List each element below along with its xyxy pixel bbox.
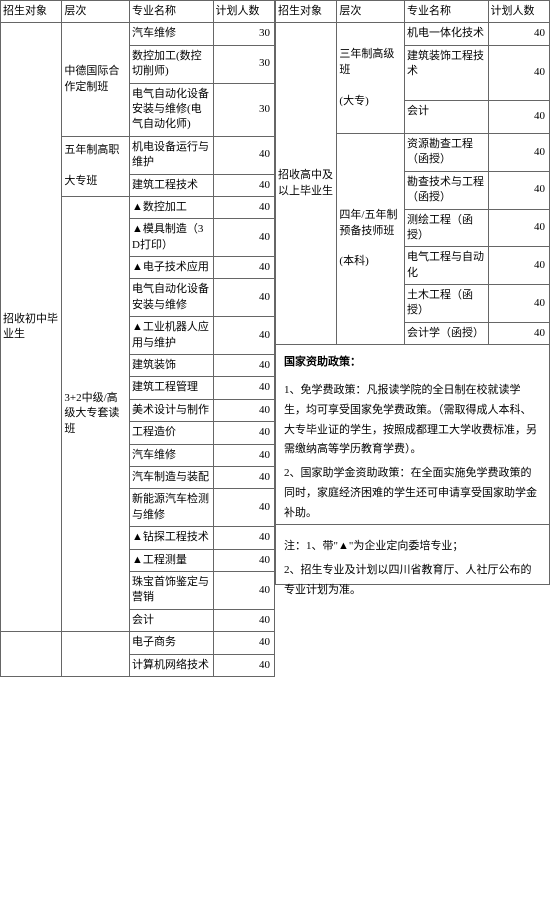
policy-p2: 2、国家助学金资助政策：在全面实施免学费政策的同时，家庭经济困难的学生还可申请享… xyxy=(284,464,541,523)
major-cell: ▲工业机器人应用与维护 xyxy=(130,317,214,355)
major-cell: 资源勘查工程（函授） xyxy=(405,133,489,171)
plan-cell: 40 xyxy=(488,100,549,133)
major-cell: 机电设备运行与维护 xyxy=(130,136,214,174)
plan-cell: 40 xyxy=(213,355,274,377)
major-cell: 勘查技术与工程（函授） xyxy=(405,171,489,209)
major-cell: ▲数控加工 xyxy=(130,196,214,218)
major-cell: 计算机网络技术 xyxy=(130,654,214,676)
major-cell: 工程造价 xyxy=(130,422,214,444)
plan-cell: 30 xyxy=(213,23,274,45)
plan-cell: 40 xyxy=(213,549,274,571)
major-cell: ▲钻探工程技术 xyxy=(130,527,214,549)
plan-cell: 40 xyxy=(488,247,549,285)
major-cell: 汽车维修 xyxy=(130,23,214,45)
hdr-major: 专业名称 xyxy=(405,1,489,23)
note-1: 注：1、带"▲"为企业定向委培专业； xyxy=(284,537,541,557)
right-table: 招生对象 层次 专业名称 计划人数 招收高中及以上毕业生 三年制高级班 (大专)… xyxy=(275,0,550,345)
hdr-plan: 计划人数 xyxy=(488,1,549,23)
header-row: 招生对象 层次 专业名称 计划人数 xyxy=(276,1,550,23)
major-cell: 电气工程与自动化 xyxy=(405,247,489,285)
major-cell: 建筑装饰工程技术 xyxy=(405,45,489,100)
level-cell: 五年制高职 大专班 xyxy=(62,136,130,196)
plan-cell: 40 xyxy=(213,444,274,466)
plan-cell: 40 xyxy=(213,174,274,196)
hdr-target: 招生对象 xyxy=(276,1,337,23)
target-cell: 招收高中及以上毕业生 xyxy=(276,23,337,345)
hdr-level: 层次 xyxy=(337,1,405,23)
note-2: 2、招生专业及计划以四川省教育厅、人社厅公布的专业计划为准。 xyxy=(284,561,541,601)
hdr-major: 专业名称 xyxy=(130,1,214,23)
plan-cell: 40 xyxy=(488,133,549,171)
major-cell: 数控加工(数控切削师) xyxy=(130,45,214,83)
hdr-plan: 计划人数 xyxy=(213,1,274,23)
target-cell: 招收初中毕业生 xyxy=(1,23,62,632)
plan-cell: 40 xyxy=(213,489,274,527)
major-cell: ▲工程测量 xyxy=(130,549,214,571)
plan-cell: 40 xyxy=(488,209,549,247)
level-cell-empty xyxy=(62,632,130,677)
plan-cell: 40 xyxy=(213,317,274,355)
plan-cell: 40 xyxy=(213,219,274,257)
policy-block: 国家资助政策： 1、免学费政策：凡报读学院的全日制在校就读学生，均可享受国家免学… xyxy=(275,345,550,525)
major-cell: 测绘工程（函授） xyxy=(405,209,489,247)
plan-cell: 30 xyxy=(213,45,274,83)
hdr-level: 层次 xyxy=(62,1,130,23)
plan-cell: 40 xyxy=(213,632,274,654)
plan-cell: 40 xyxy=(488,285,549,323)
right-column: 招生对象 层次 专业名称 计划人数 招收高中及以上毕业生 三年制高级班 (大专)… xyxy=(275,0,550,677)
target-cell-empty xyxy=(1,632,62,677)
table-row: 电子商务 40 xyxy=(1,632,275,654)
plan-cell: 40 xyxy=(213,654,274,676)
policy-p1: 1、免学费政策：凡报读学院的全日制在校就读学生，均可享受国家免学费政策。（需取得… xyxy=(284,381,541,460)
plan-cell: 40 xyxy=(488,45,549,100)
major-cell: 土木工程（函授） xyxy=(405,285,489,323)
plan-cell: 40 xyxy=(213,422,274,444)
level-cell: 四年/五年制预备技师班 (本科) xyxy=(337,133,405,344)
major-cell: 建筑工程技术 xyxy=(130,174,214,196)
level-cell: 中德国际合作定制班 xyxy=(62,23,130,136)
level-cell: 三年制高级班 (大专) xyxy=(337,23,405,134)
plan-cell: 40 xyxy=(213,279,274,317)
plan-cell: 40 xyxy=(488,171,549,209)
major-cell: 电子商务 xyxy=(130,632,214,654)
level-cell: 3+2中级/高级大专套读班 xyxy=(62,196,130,631)
major-cell: 新能源汽车检测与维修 xyxy=(130,489,214,527)
table-row: 招收初中毕业生 中德国际合作定制班 汽车维修 30 xyxy=(1,23,275,45)
major-cell: 会计 xyxy=(405,100,489,133)
plan-cell: 40 xyxy=(488,23,549,45)
major-cell: ▲模具制造（3D打印） xyxy=(130,219,214,257)
plan-cell: 40 xyxy=(213,399,274,421)
notes-block: 注：1、带"▲"为企业定向委培专业； 2、招生专业及计划以四川省教育厅、人社厅公… xyxy=(275,525,550,585)
plan-cell: 40 xyxy=(213,196,274,218)
plan-cell: 30 xyxy=(213,83,274,136)
left-table: 招生对象 层次 专业名称 计划人数 招收初中毕业生 中德国际合作定制班 汽车维修… xyxy=(0,0,275,677)
major-cell: 电气自动化设备安装与维修 xyxy=(130,279,214,317)
plan-cell: 40 xyxy=(213,377,274,399)
header-row: 招生对象 层次 专业名称 计划人数 xyxy=(1,1,275,23)
plan-cell: 40 xyxy=(213,257,274,279)
major-cell: 汽车制造与装配 xyxy=(130,466,214,488)
major-cell: 汽车维修 xyxy=(130,444,214,466)
plan-cell: 40 xyxy=(213,136,274,174)
plan-cell: 40 xyxy=(213,571,274,609)
policy-title: 国家资助政策： xyxy=(284,353,541,373)
hdr-target: 招生对象 xyxy=(1,1,62,23)
major-cell: 建筑工程管理 xyxy=(130,377,214,399)
major-cell: 会计学（函授） xyxy=(405,322,489,344)
left-column: 招生对象 层次 专业名称 计划人数 招收初中毕业生 中德国际合作定制班 汽车维修… xyxy=(0,0,275,677)
major-cell: 会计 xyxy=(130,609,214,631)
table-row: 招收高中及以上毕业生 三年制高级班 (大专) 机电一体化技术 40 xyxy=(276,23,550,45)
major-cell: 美术设计与制作 xyxy=(130,399,214,421)
plan-cell: 40 xyxy=(213,609,274,631)
plan-cell: 40 xyxy=(213,527,274,549)
major-cell: ▲电子技术应用 xyxy=(130,257,214,279)
plan-cell: 40 xyxy=(213,466,274,488)
major-cell: 机电一体化技术 xyxy=(405,23,489,45)
plan-cell: 40 xyxy=(488,322,549,344)
major-cell: 建筑装饰 xyxy=(130,355,214,377)
major-cell: 电气自动化设备安装与维修(电气自动化师) xyxy=(130,83,214,136)
major-cell: 珠宝首饰鉴定与营销 xyxy=(130,571,214,609)
